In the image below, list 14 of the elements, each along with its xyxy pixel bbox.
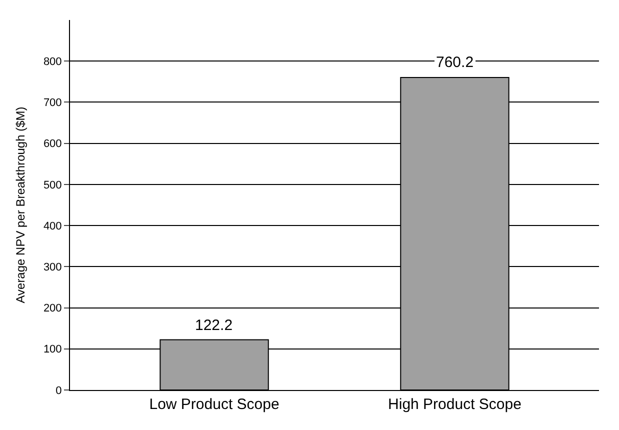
y-tick-label: 500 xyxy=(43,179,62,192)
data-label: 760.2 xyxy=(436,54,474,71)
y-tick-label: 0 xyxy=(56,384,62,397)
data-label: 122.2 xyxy=(195,317,233,334)
x-tick-label: High Product Scope xyxy=(388,396,522,413)
y-tick-label: 300 xyxy=(43,262,62,274)
y-axis-title: Average NPV per Breakthrough ($M) xyxy=(14,106,28,304)
y-tick-label: 700 xyxy=(43,97,62,110)
y-tick-label: 200 xyxy=(43,302,62,315)
y-tick-label: 800 xyxy=(43,56,62,68)
y-tick-label: 600 xyxy=(43,138,62,150)
y-tick-label: 400 xyxy=(43,220,62,232)
x-tick-label: Low Product Scope xyxy=(149,396,280,413)
y-tick-label: 100 xyxy=(43,344,62,356)
